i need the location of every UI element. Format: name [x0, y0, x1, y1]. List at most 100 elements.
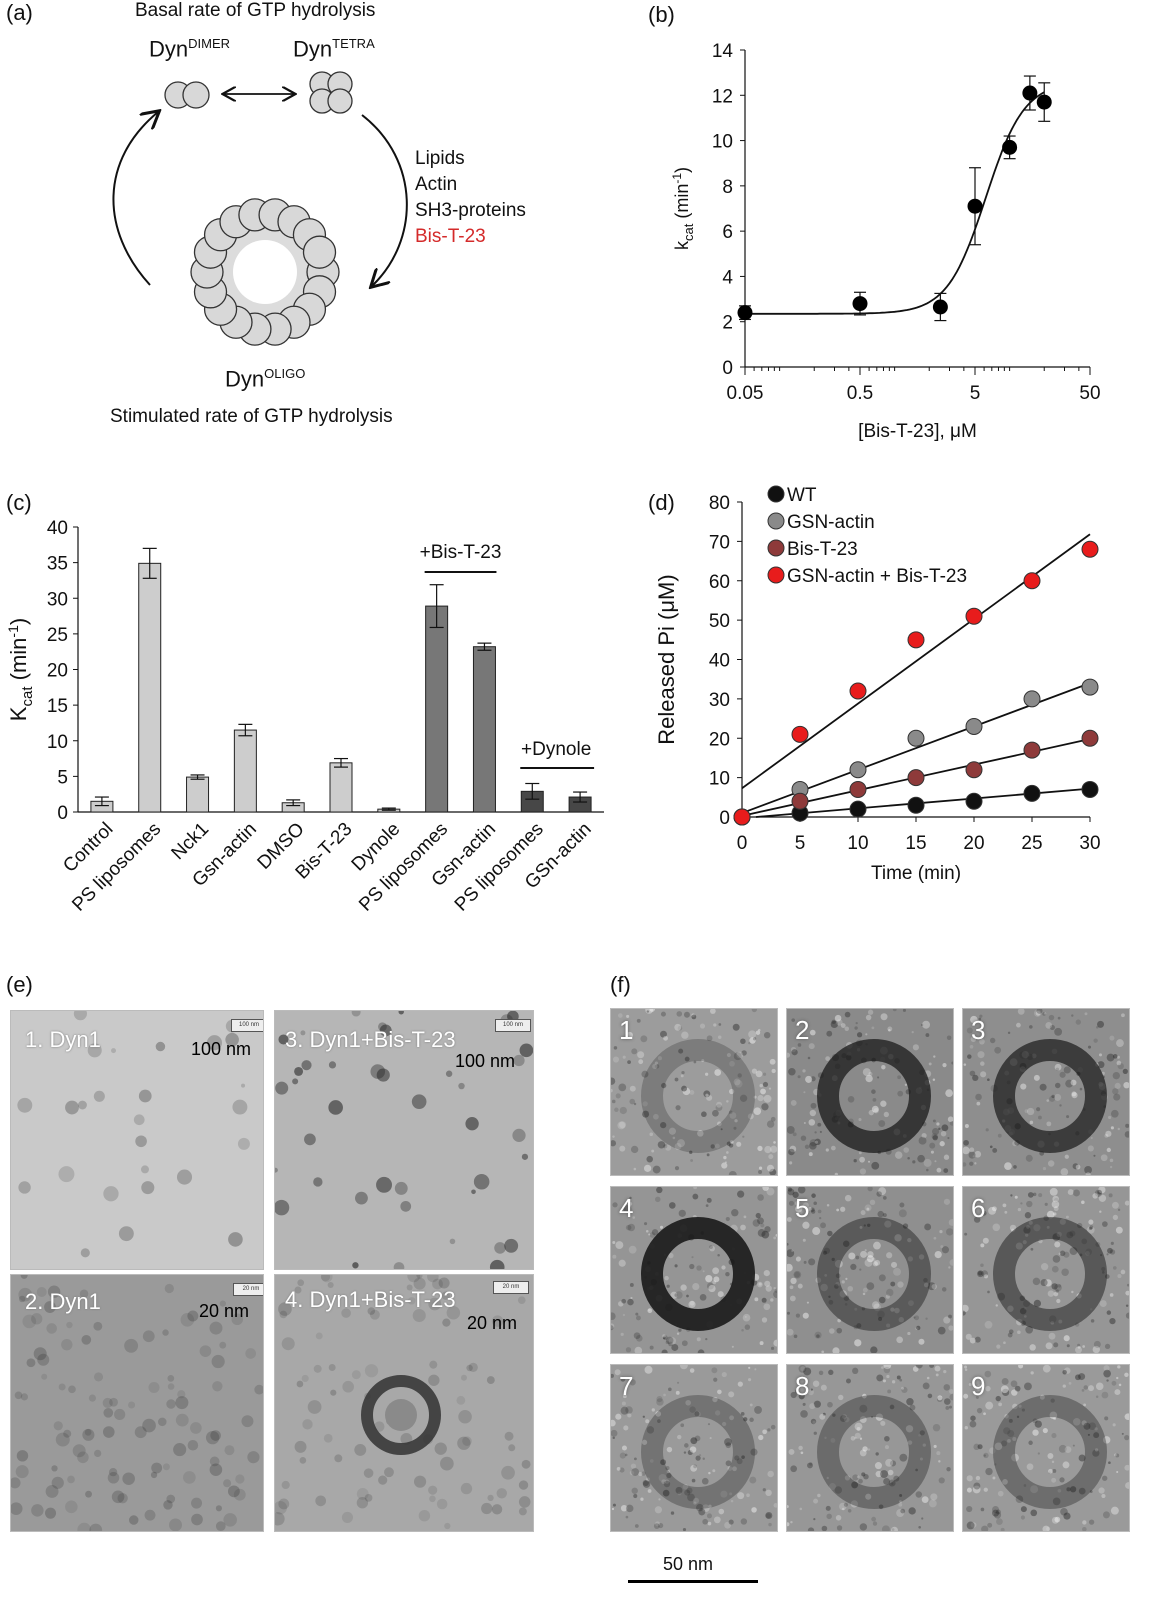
f-noise — [992, 1148, 998, 1153]
f-noise — [987, 1522, 993, 1528]
em-particle — [275, 1167, 278, 1173]
f-noise — [1024, 1382, 1032, 1391]
em-tile-2-scale: 20 nm — [199, 1301, 250, 1321]
f-noise — [665, 1466, 670, 1471]
f-noise — [1063, 1066, 1071, 1074]
d-data-point — [965, 717, 983, 735]
em-particle — [364, 1494, 373, 1502]
f-noise — [795, 1256, 801, 1262]
f-noise — [1116, 1376, 1119, 1380]
em-particle — [462, 1436, 472, 1446]
em-particle — [72, 1444, 86, 1458]
em-particle — [356, 1497, 369, 1509]
em-particle — [513, 1054, 525, 1067]
f-noise — [797, 1075, 801, 1079]
f-noise — [1098, 1487, 1105, 1494]
em-particle — [219, 1300, 226, 1307]
f-noise — [631, 1048, 638, 1055]
f-noise — [773, 1141, 776, 1144]
f-noise — [682, 1484, 689, 1490]
f-noise — [1096, 1025, 1099, 1029]
f-noise — [942, 1063, 947, 1068]
f-noise — [1122, 1068, 1128, 1074]
f-noise — [1036, 1107, 1041, 1112]
em-particle — [444, 1522, 451, 1530]
f-noise — [714, 1410, 721, 1416]
f-noise — [678, 1048, 684, 1054]
em-particle — [85, 1490, 92, 1498]
em-particle — [428, 1374, 440, 1386]
f-noise — [728, 1391, 735, 1398]
f-noise — [856, 1323, 862, 1329]
f-noise — [1033, 1074, 1040, 1081]
f-noise — [941, 1287, 947, 1292]
f-noise — [660, 1030, 667, 1038]
em-particle — [355, 1191, 368, 1205]
f-noise — [987, 1078, 990, 1082]
d-data-point — [907, 631, 925, 649]
f-noise — [931, 1283, 937, 1290]
f-noise — [1097, 1020, 1105, 1028]
em-particle — [231, 1313, 244, 1326]
f-noise — [712, 1280, 717, 1285]
f-noise — [980, 1263, 984, 1268]
d-y-tick-label: 30 — [709, 690, 730, 711]
f-noise — [717, 1389, 722, 1395]
f-noise — [1029, 1025, 1033, 1029]
f-noise — [693, 1060, 697, 1064]
f-noise — [1117, 1274, 1122, 1279]
f-noise — [1059, 1104, 1062, 1107]
f-noise — [619, 1452, 626, 1459]
b-data-point — [737, 305, 753, 321]
f-noise — [638, 1059, 644, 1065]
f-noise — [721, 1265, 726, 1270]
f-noise — [973, 1443, 980, 1450]
f-noise — [998, 1402, 1002, 1407]
em-particle — [281, 1337, 295, 1351]
f-noise — [1077, 1343, 1081, 1347]
em-particle — [428, 1297, 442, 1311]
f-noise — [915, 1491, 922, 1498]
f-noise — [1094, 1427, 1098, 1431]
f-noise — [758, 1282, 762, 1286]
em-particle — [219, 1341, 227, 1349]
f-noise — [1049, 1187, 1058, 1196]
f-noise — [930, 1150, 934, 1154]
f-noise — [864, 1204, 872, 1212]
f-noise — [963, 1393, 969, 1399]
f-noise — [809, 1029, 816, 1036]
f-noise — [1125, 1304, 1129, 1308]
f-noise — [1103, 1365, 1110, 1372]
f-noise — [803, 1260, 807, 1264]
f-tile-texture — [611, 1187, 777, 1353]
f-noise — [832, 1347, 840, 1353]
f-noise — [850, 1500, 858, 1508]
em-tile-4-scale: 20 nm — [467, 1313, 518, 1333]
f-noise — [977, 1270, 984, 1278]
em-particle — [307, 1400, 322, 1414]
em-particle — [438, 1277, 450, 1289]
f-noise — [1109, 1035, 1115, 1041]
d-x-label: Time (min) — [871, 863, 961, 884]
f-noise — [981, 1270, 988, 1277]
f-noise — [1116, 1470, 1119, 1474]
f-noise — [972, 1485, 981, 1494]
f-noise — [918, 1338, 925, 1345]
f-noise — [837, 1318, 842, 1323]
f-noise — [712, 1267, 720, 1275]
f-noise — [740, 1518, 748, 1525]
f-noise — [1024, 1212, 1032, 1219]
f-noise — [943, 1154, 950, 1160]
f-noise — [1038, 1115, 1042, 1120]
f-noise — [683, 1011, 690, 1018]
f-noise — [695, 1411, 701, 1418]
f-noise — [936, 1451, 941, 1456]
f-noise — [792, 1191, 799, 1198]
f-noise — [611, 1140, 617, 1147]
f-noise — [674, 1264, 678, 1268]
f-noise — [733, 1126, 737, 1130]
f-noise — [1094, 1448, 1099, 1452]
em-particle — [473, 1173, 490, 1190]
f-noise — [884, 1445, 890, 1450]
d-x-tick-label: 30 — [1079, 833, 1100, 854]
